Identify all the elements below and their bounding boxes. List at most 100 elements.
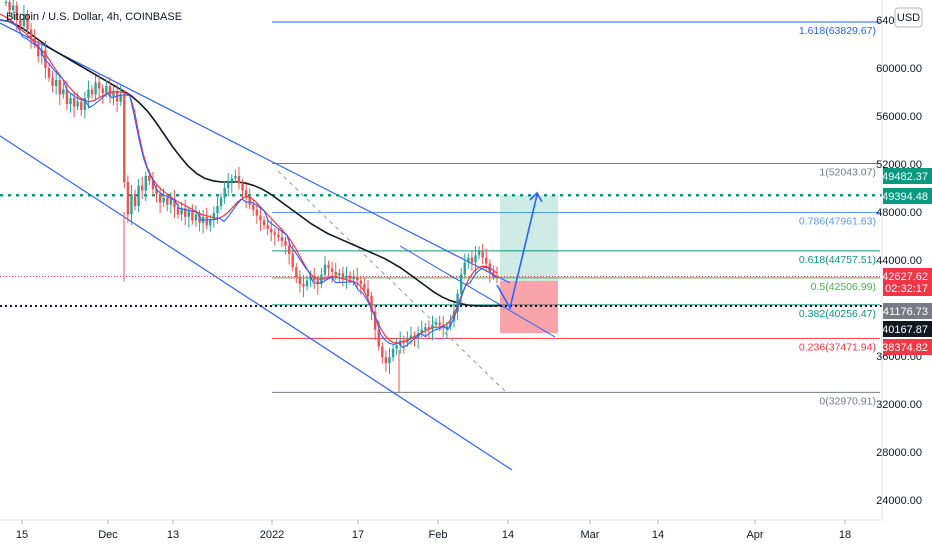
candle-body bbox=[101, 88, 104, 94]
candle-body bbox=[330, 268, 334, 272]
candle-body bbox=[287, 245, 291, 254]
candle-body bbox=[33, 38, 36, 44]
candle-body bbox=[309, 276, 312, 281]
fib-level-label: 0.618(44757.51) bbox=[799, 254, 876, 266]
candle-body bbox=[26, 14, 29, 30]
candle-body bbox=[356, 276, 359, 281]
price-tag-bg bbox=[883, 321, 932, 337]
candle-body bbox=[87, 89, 90, 98]
price-tag-label: 42627.62 bbox=[882, 271, 928, 283]
candle-body bbox=[166, 197, 169, 205]
candle-body bbox=[241, 183, 244, 191]
slow-moving-average bbox=[0, 19, 501, 307]
y-tick-label: 24000.00 bbox=[876, 495, 922, 507]
time-axis-bg[interactable] bbox=[0, 520, 932, 550]
candle-body bbox=[29, 29, 33, 38]
candle-body bbox=[366, 288, 370, 296]
breakout-trendline[interactable] bbox=[399, 245, 556, 338]
candle-body bbox=[133, 194, 137, 206]
candle-body bbox=[481, 250, 484, 258]
candle-body bbox=[4, 2, 8, 4]
price-axis-bg[interactable] bbox=[882, 0, 932, 520]
candle-body bbox=[44, 50, 47, 68]
candle-body bbox=[158, 194, 162, 203]
candle-body bbox=[194, 214, 198, 221]
fib-level-label: 0.382(40256.47) bbox=[799, 308, 876, 320]
fib-level-label: 0.5(42506.99) bbox=[811, 281, 876, 293]
candle-body bbox=[434, 322, 438, 325]
candle-body bbox=[377, 329, 380, 347]
candle-body bbox=[259, 215, 262, 221]
price-tag: 40167.87 bbox=[882, 321, 932, 337]
candle-body bbox=[338, 273, 341, 276]
x-tick-label: 2022 bbox=[260, 529, 284, 541]
channel-upper-line[interactable] bbox=[0, 21, 511, 284]
candle-body bbox=[227, 182, 230, 188]
currency-button[interactable]: USD bbox=[894, 7, 923, 28]
candle-body bbox=[162, 197, 165, 203]
candle-body bbox=[237, 176, 241, 184]
price-tag-label: 49394.48 bbox=[882, 191, 928, 203]
candle-body bbox=[252, 204, 255, 210]
parallel-channel[interactable] bbox=[0, 21, 556, 471]
candle-body bbox=[187, 210, 190, 217]
candle-body bbox=[467, 257, 470, 263]
y-tick-label: 32000.00 bbox=[876, 399, 922, 411]
price-tag-label: 40167.87 bbox=[882, 324, 928, 336]
candle-body bbox=[219, 197, 223, 206]
price-tag: 49394.48 bbox=[882, 188, 932, 204]
candle-body bbox=[255, 209, 259, 216]
position-zones[interactable] bbox=[500, 195, 558, 334]
chart-title: Bitcoin / U.S. Dollar, 4h, COINBASE bbox=[6, 11, 182, 23]
projection-path[interactable] bbox=[496, 194, 538, 311]
candle-body bbox=[352, 276, 355, 280]
blue-ma-line bbox=[0, 19, 498, 349]
candle-body bbox=[284, 240, 287, 246]
candle-body bbox=[212, 213, 216, 220]
fib-level-label: 0(32970.91) bbox=[819, 395, 876, 407]
candle-body bbox=[205, 216, 208, 226]
fib-level-label: 0.786(47961.63) bbox=[799, 215, 876, 227]
red-ma-line bbox=[0, 13, 498, 344]
candle-body bbox=[244, 190, 248, 198]
candle-body bbox=[97, 82, 101, 89]
x-tick-label: Mar bbox=[581, 529, 600, 541]
candle-body bbox=[37, 44, 40, 56]
candle-body bbox=[151, 180, 155, 190]
candle-body bbox=[262, 220, 266, 226]
candle-body bbox=[302, 284, 305, 287]
candle-body bbox=[345, 275, 348, 278]
channel-dashed-line[interactable] bbox=[277, 170, 508, 394]
candle-body bbox=[123, 94, 126, 182]
candle-body bbox=[76, 101, 79, 107]
candle-body bbox=[266, 225, 269, 229]
projection-arrow[interactable] bbox=[496, 191, 543, 311]
candle-body bbox=[169, 198, 173, 205]
y-tick-label: 48000.00 bbox=[876, 207, 922, 219]
candle-body bbox=[47, 68, 51, 78]
candle-body bbox=[456, 293, 459, 312]
candle-body bbox=[459, 274, 463, 294]
price-tag-bg bbox=[883, 268, 932, 296]
fib-retracement[interactable]: 1.618(63829.67) 1(52043.07) 0.786(47961.63… bbox=[272, 21, 880, 407]
candle-body bbox=[277, 234, 280, 238]
price-tag-bg bbox=[883, 188, 932, 204]
candle-body bbox=[305, 280, 309, 287]
candle-body bbox=[209, 219, 212, 226]
price-tag: 38374.82 bbox=[882, 339, 932, 355]
fib-level-label: 1(52043.07) bbox=[819, 166, 876, 178]
candle-body bbox=[298, 276, 302, 284]
target-zone[interactable] bbox=[500, 195, 558, 281]
candle-body bbox=[137, 185, 140, 206]
candle-body bbox=[105, 86, 108, 94]
candle-body bbox=[474, 255, 477, 263]
candle-body bbox=[80, 101, 83, 110]
fib-level-label: 1.618(63829.67) bbox=[799, 25, 876, 37]
candle-body bbox=[449, 321, 452, 326]
candle-body bbox=[485, 257, 488, 264]
candle-body bbox=[183, 208, 187, 217]
channel-lower-line[interactable] bbox=[0, 132, 513, 471]
candle-body bbox=[463, 262, 466, 275]
price-tag: 49482.37 bbox=[882, 168, 932, 184]
